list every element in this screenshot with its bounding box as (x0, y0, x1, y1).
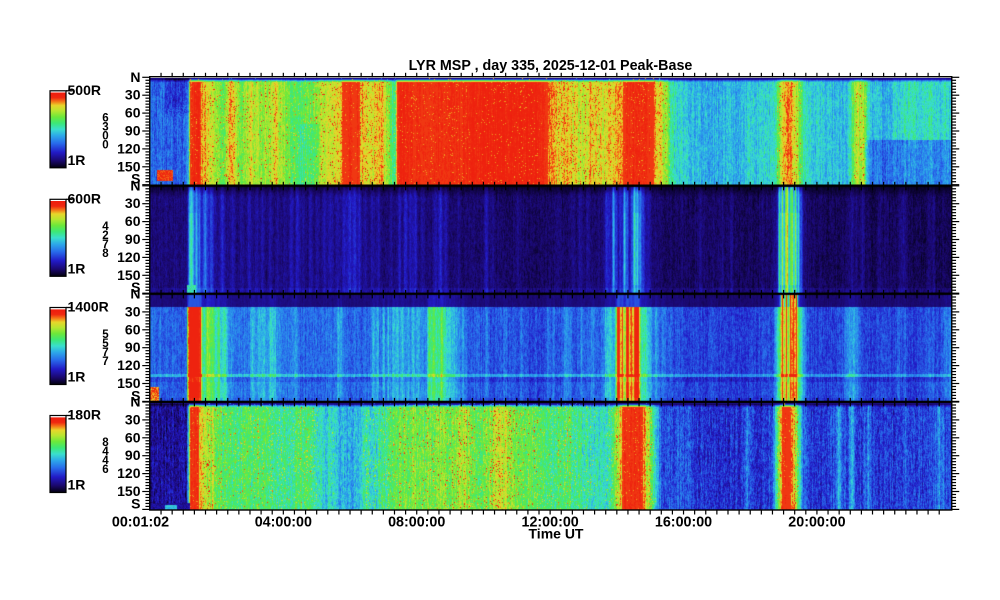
svg-text:1400R: 1400R (68, 299, 109, 315)
svg-text:120: 120 (117, 249, 141, 265)
svg-text:150: 150 (117, 158, 141, 174)
svg-text:Time UT: Time UT (529, 526, 584, 542)
svg-text:120: 120 (117, 357, 141, 373)
svg-text:30: 30 (125, 87, 141, 103)
svg-text:90: 90 (125, 123, 141, 139)
svg-text:60: 60 (125, 105, 141, 121)
svg-text:90: 90 (125, 339, 141, 355)
svg-text:90: 90 (125, 231, 141, 247)
svg-text:120: 120 (117, 140, 141, 156)
svg-text:600R: 600R (68, 190, 101, 206)
svg-text:7: 7 (102, 239, 108, 251)
svg-text:90: 90 (125, 447, 141, 463)
svg-text:8: 8 (102, 248, 109, 260)
svg-text:6: 6 (102, 464, 108, 476)
svg-text:3: 3 (102, 122, 108, 134)
svg-text:N: N (130, 394, 140, 410)
svg-text:2: 2 (102, 230, 108, 242)
svg-text:N: N (130, 286, 140, 302)
svg-text:1R: 1R (68, 477, 86, 493)
svg-text:16:00:00: 16:00:00 (655, 515, 712, 531)
svg-text:4: 4 (102, 221, 109, 233)
svg-text:150: 150 (117, 375, 141, 391)
svg-text:20:00:00: 20:00:00 (788, 515, 845, 531)
svg-text:150: 150 (117, 483, 141, 499)
svg-text:500R: 500R (68, 82, 101, 98)
svg-text:S: S (131, 171, 140, 187)
svg-text:04:00:00: 04:00:00 (255, 515, 312, 531)
svg-text:0: 0 (102, 131, 108, 143)
svg-text:S: S (131, 387, 140, 403)
svg-text:6: 6 (102, 113, 108, 125)
svg-text:00:01:02: 00:01:02 (112, 515, 169, 531)
svg-text:1R: 1R (68, 152, 86, 168)
svg-text:60: 60 (125, 321, 141, 337)
svg-text:12:00:00: 12:00:00 (522, 515, 579, 531)
svg-text:120: 120 (117, 465, 141, 481)
svg-text:4: 4 (102, 446, 109, 458)
svg-text:08:00:00: 08:00:00 (388, 515, 445, 531)
svg-text:0: 0 (102, 140, 108, 152)
svg-text:LYR MSP , day 335, 2025-12-01: LYR MSP , day 335, 2025-12-01 Peak-Base (409, 58, 693, 74)
svg-text:180R: 180R (68, 407, 101, 423)
svg-text:30: 30 (125, 411, 141, 427)
svg-text:S: S (131, 279, 140, 295)
svg-text:5: 5 (102, 338, 109, 350)
svg-text:30: 30 (125, 303, 141, 319)
svg-text:N: N (130, 177, 140, 193)
svg-text:S: S (131, 495, 140, 511)
svg-text:30: 30 (125, 195, 141, 211)
svg-text:8: 8 (102, 437, 109, 449)
svg-text:7: 7 (102, 356, 108, 368)
svg-text:1R: 1R (68, 369, 86, 385)
svg-text:5: 5 (102, 329, 109, 341)
svg-text:4: 4 (102, 455, 109, 467)
svg-text:150: 150 (117, 267, 141, 283)
svg-text:60: 60 (125, 429, 141, 445)
svg-text:1R: 1R (68, 260, 86, 276)
svg-text:7: 7 (102, 347, 108, 359)
svg-text:60: 60 (125, 213, 141, 229)
svg-text:N: N (130, 69, 140, 85)
